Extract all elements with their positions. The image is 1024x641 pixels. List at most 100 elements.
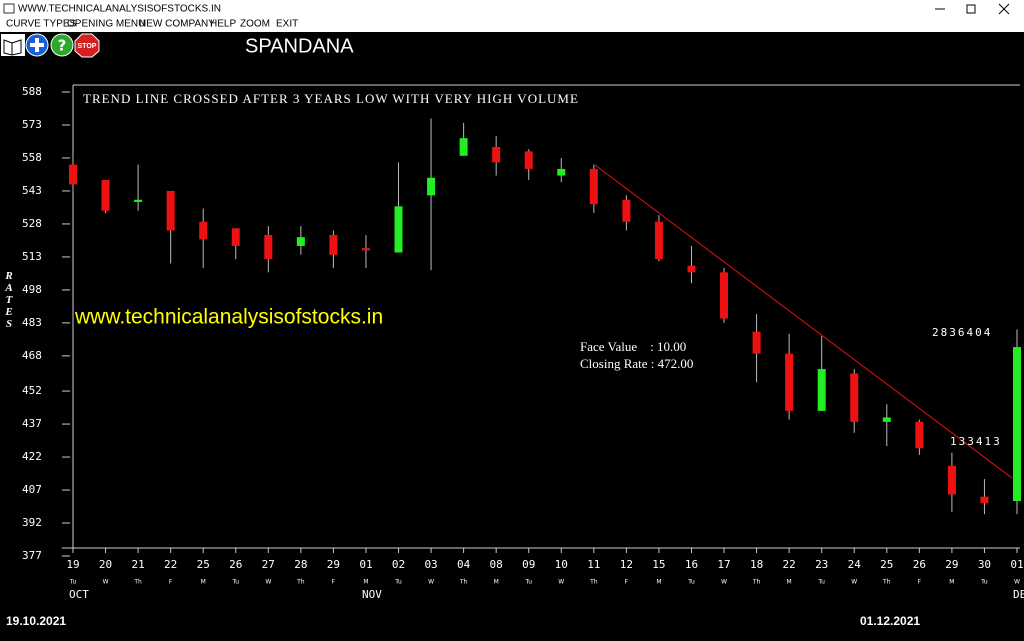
candle-body [557, 168, 566, 176]
candle-body [524, 151, 533, 169]
y-tick-label: 543 [22, 184, 42, 197]
candle-body [394, 206, 403, 253]
x-tick-label: 30 [978, 558, 991, 571]
weekday-label: Th [296, 579, 305, 586]
candle-body [654, 221, 663, 260]
weekday-label: Th [459, 579, 468, 586]
x-tick-label: 28 [294, 558, 307, 571]
y-tick-label: 407 [22, 483, 42, 496]
weekday-label: W [721, 579, 727, 586]
candle-body [166, 190, 175, 231]
start-date: 19.10.2021 [6, 614, 66, 628]
trend-line [594, 164, 1013, 479]
candle-body [850, 373, 859, 422]
weekday-label: F [169, 579, 173, 586]
x-tick-label: 25 [880, 558, 893, 571]
y-tick-label: 528 [22, 217, 42, 230]
x-tick-label: 15 [652, 558, 665, 571]
window-title: WWW.TECHNICALANALYSISOFSTOCKS.IN [18, 4, 221, 15]
candle-body [492, 146, 501, 163]
y-tick-label: 468 [22, 349, 42, 362]
y-tick-label: 392 [22, 516, 42, 529]
menu-item[interactable]: CURVE TYPES [6, 19, 77, 30]
y-tick-label: 422 [22, 450, 42, 463]
close-button[interactable] [998, 3, 1010, 15]
weekday-label: M [494, 579, 499, 586]
y-tick-label: 588 [22, 85, 42, 98]
weekday-label: Tu [687, 579, 695, 586]
x-tick-label: 18 [750, 558, 763, 571]
x-tick-label: 09 [522, 558, 535, 571]
app-icon [3, 3, 15, 14]
weekday-label: F [332, 579, 336, 586]
weekday-label: Tu [69, 579, 77, 586]
weekday-label: M [363, 579, 368, 586]
weekday-label: W [265, 579, 271, 586]
menu-item[interactable]: HELP [210, 19, 236, 30]
y-tick-label: 437 [22, 417, 42, 430]
weekday-label: F [918, 579, 922, 586]
volume-label: 133413 [950, 435, 1002, 448]
menu-item[interactable]: NEW COMPANY [139, 19, 215, 30]
candle-body [752, 331, 761, 354]
weekday-label: F [625, 579, 629, 586]
menu-item[interactable]: ZOOM [240, 19, 270, 30]
weekday-label: Th [882, 579, 891, 586]
weekday-label: M [949, 579, 954, 586]
x-tick-label: 17 [717, 558, 730, 571]
x-tick-label: 26 [913, 558, 926, 571]
y-tick-label: 452 [22, 384, 42, 397]
candle-body [231, 228, 240, 246]
x-tick-label: 03 [424, 558, 437, 571]
candle-body [427, 177, 436, 196]
x-tick-label: 01 [359, 558, 372, 571]
candle-body [785, 353, 794, 411]
x-tick-label: 02 [392, 558, 405, 571]
month-label: DE [1013, 588, 1024, 601]
stop-label: STOP [78, 43, 97, 50]
x-tick-label: 22 [783, 558, 796, 571]
x-tick-label: 08 [490, 558, 503, 571]
x-tick-label: 04 [457, 558, 471, 571]
y-tick-label: 513 [22, 250, 42, 263]
y-tick-label: 558 [22, 151, 42, 164]
weekday-label: W [103, 579, 109, 586]
help-button[interactable] [50, 33, 74, 57]
weekday-label: W [428, 579, 434, 586]
x-tick-label: 29 [327, 558, 340, 571]
candle-body [882, 417, 891, 422]
weekday-label: M [787, 579, 792, 586]
menu-item[interactable]: EXIT [276, 19, 298, 30]
x-tick-label: 12 [620, 558, 633, 571]
book-icon [3, 39, 22, 56]
chart-title: SPANDANA [245, 35, 354, 57]
menu-item[interactable]: OPENING MENU [67, 19, 145, 30]
x-tick-label: 20 [99, 558, 112, 571]
candle-body [947, 465, 956, 495]
closing-rate: Closing Rate : 472.00 [580, 356, 693, 371]
x-tick-label: 23 [815, 558, 828, 571]
help-icon: ? [58, 37, 67, 55]
weekday-label: Tu [394, 579, 402, 586]
month-label: NOV [362, 588, 382, 601]
weekday-label: M [656, 579, 661, 586]
face-value: Face Value : 10.00 [580, 339, 686, 354]
title-menu-bg [0, 0, 1024, 32]
y-tick-label: 483 [22, 316, 42, 329]
restore-button[interactable] [966, 4, 976, 14]
candle-body [817, 369, 826, 411]
y-tick-label: 573 [22, 118, 42, 131]
book-button[interactable] [1, 34, 25, 56]
x-tick-label: 25 [197, 558, 210, 571]
weekday-label: Tu [524, 579, 532, 586]
x-tick-label: 24 [848, 558, 862, 571]
volume-label: 2836404 [932, 326, 992, 339]
candle-body [296, 237, 305, 246]
candle-body [101, 179, 110, 211]
month-label: OCT [69, 588, 89, 601]
candle-body [459, 138, 468, 156]
x-tick-label: 19 [66, 558, 79, 571]
y-tick-label: 377 [22, 549, 42, 562]
weekday-label: Tu [980, 579, 988, 586]
stop-button[interactable] [74, 33, 100, 58]
